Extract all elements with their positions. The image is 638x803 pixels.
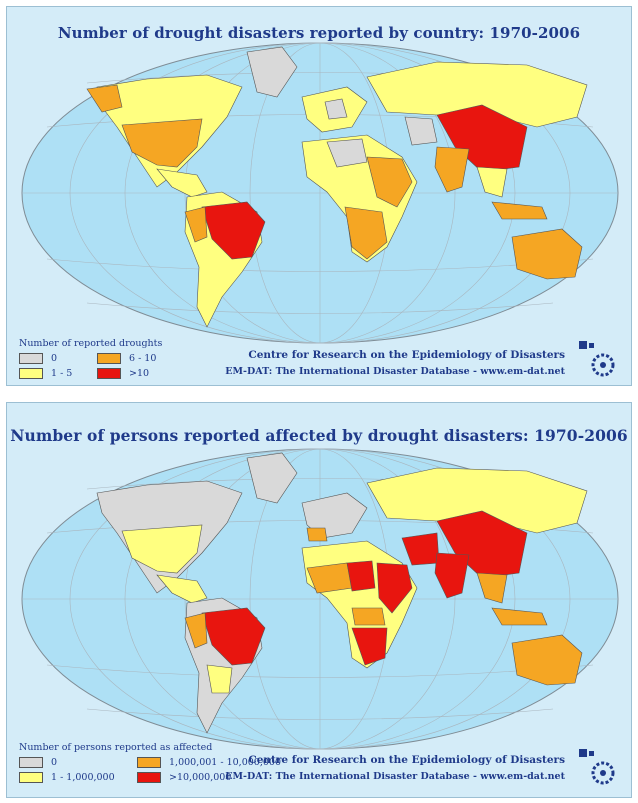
legend-item-1: 1 - 5	[19, 368, 72, 379]
legend-swatch-yellow	[19, 772, 43, 783]
legend-swatch-gray	[19, 353, 43, 364]
legend-label: >10,000,000	[169, 772, 232, 783]
legend-item-0: 0	[19, 757, 57, 768]
cred-logo-icon	[579, 341, 615, 377]
legend-swatch-yellow	[19, 368, 43, 379]
legend-label: 0	[51, 757, 58, 768]
legend-title: Number of persons reported as affected	[19, 742, 213, 753]
map-title: Number of persons reported affected by d…	[10, 426, 628, 445]
persons-affected-world-map	[21, 448, 619, 750]
legend-item-3: >10,000,000	[137, 772, 231, 783]
legend-label: 0	[51, 353, 58, 364]
drought-count-map-panel: Number of drought disasters reported by …	[6, 6, 632, 386]
credit-line-1: Centre for Research on the Epidemiology …	[248, 349, 565, 361]
legend-swatch-orange	[97, 353, 121, 364]
legend-label: 6 - 10	[129, 353, 157, 364]
cred-logo-icon	[579, 749, 615, 785]
legend-label: 1 - 5	[51, 368, 73, 379]
legend-label: 1,000,001 - 10,000,000	[169, 757, 281, 768]
drought-count-world-map	[21, 42, 619, 344]
legend-title: Number of reported droughts	[19, 338, 163, 349]
persons-affected-map-panel: Number of persons reported affected by d…	[6, 402, 632, 798]
legend-item-3: >10	[97, 368, 149, 379]
legend-swatch-orange	[137, 757, 161, 768]
credit-line-2: EM-DAT: The International Disaster Datab…	[225, 366, 565, 377]
legend-item-0: 0	[19, 353, 57, 364]
legend-label: >10	[129, 368, 150, 379]
legend-swatch-red	[97, 368, 121, 379]
credit-line-1: Centre for Research on the Epidemiology …	[248, 754, 565, 766]
legend-swatch-gray	[19, 757, 43, 768]
credit-line-2: EM-DAT: The International Disaster Datab…	[225, 771, 565, 782]
legend-label: 1 - 1,000,000	[51, 772, 115, 783]
legend-item-2: 6 - 10	[97, 353, 156, 364]
legend-swatch-red	[137, 772, 161, 783]
map-title: Number of drought disasters reported by …	[57, 24, 581, 42]
legend-item-2: 1,000,001 - 10,000,000	[137, 757, 281, 768]
legend-item-1: 1 - 1,000,000	[19, 772, 115, 783]
